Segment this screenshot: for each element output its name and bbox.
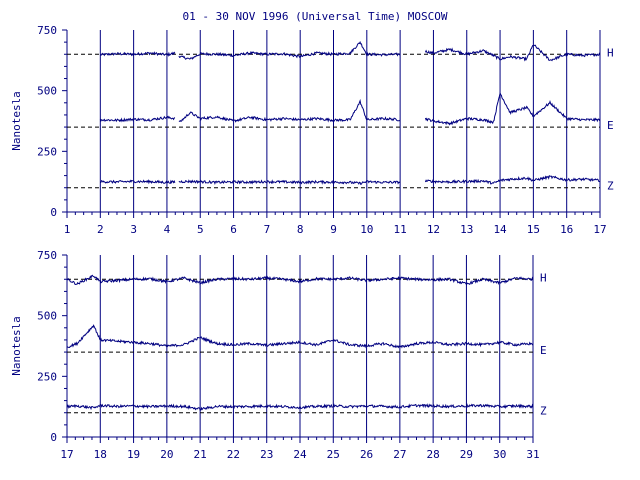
x-tick-label: 28 xyxy=(427,448,440,461)
x-tick-label: 4 xyxy=(164,223,171,236)
x-tick-label: 5 xyxy=(197,223,204,236)
x-tick-label: 16 xyxy=(560,223,573,236)
trace-z xyxy=(66,403,534,411)
x-tick-label: 23 xyxy=(260,448,273,461)
x-tick-label: 30 xyxy=(493,448,506,461)
x-tick-label: 26 xyxy=(360,448,373,461)
x-tick-label: 22 xyxy=(227,448,240,461)
x-tick-label: 7 xyxy=(264,223,271,236)
x-tick-label: 3 xyxy=(130,223,137,236)
x-tick-label: 18 xyxy=(94,448,107,461)
x-tick-label: 11 xyxy=(394,223,407,236)
chart-title: 01 - 30 NOV 1996 (Universal Time) MOSCOW xyxy=(183,10,448,23)
series-label-e: E xyxy=(607,119,614,132)
trace-e xyxy=(66,324,534,349)
x-tick-label: 10 xyxy=(360,223,373,236)
series-label-z: Z xyxy=(607,180,614,193)
trace-h xyxy=(99,40,601,62)
y-tick-label: 750 xyxy=(37,24,57,37)
trace-z xyxy=(100,175,601,186)
x-tick-label: 13 xyxy=(460,223,473,236)
x-tick-label: 8 xyxy=(297,223,304,236)
y-tick-label: 250 xyxy=(37,145,57,158)
x-tick-label: 24 xyxy=(293,448,307,461)
x-tick-label: 29 xyxy=(460,448,473,461)
x-tick-label: 31 xyxy=(526,448,539,461)
x-tick-label: 19 xyxy=(127,448,140,461)
y-axis-label: Nanotesla xyxy=(10,316,23,376)
y-tick-label: 750 xyxy=(37,249,57,262)
x-tick-label: 12 xyxy=(427,223,440,236)
y-tick-label: 500 xyxy=(37,310,57,323)
y-tick-label: 500 xyxy=(37,85,57,98)
trace-e xyxy=(99,91,601,126)
x-tick-label: 21 xyxy=(194,448,207,461)
series-label-z: Z xyxy=(540,405,547,418)
series-label-h: H xyxy=(607,46,614,59)
x-tick-label: 1 xyxy=(64,223,71,236)
y-tick-label: 250 xyxy=(37,370,57,383)
panel-2: 0 250 500 750 Nanotesla 17 18 19 20 21 22 23 24 25 26 2… xyxy=(10,249,547,461)
x-tick-label: 25 xyxy=(327,448,340,461)
x-tick-label: 17 xyxy=(593,223,606,236)
y-axis-label: Nanotesla xyxy=(10,91,23,151)
series-label-h: H xyxy=(540,271,547,284)
x-tick-label: 20 xyxy=(160,448,173,461)
x-tick-label: 9 xyxy=(330,223,337,236)
x-tick-label: 15 xyxy=(527,223,540,236)
x-tick-label: 14 xyxy=(493,223,507,236)
x-tick-label: 6 xyxy=(230,223,237,236)
y-tick-label: 0 xyxy=(50,431,57,444)
trace-h xyxy=(66,274,534,286)
x-tick-label: 17 xyxy=(60,448,73,461)
y-tick-label: 0 xyxy=(50,206,57,219)
x-tick-label: 2 xyxy=(97,223,104,236)
x-tick-label: 27 xyxy=(393,448,406,461)
series-label-e: E xyxy=(540,344,547,357)
